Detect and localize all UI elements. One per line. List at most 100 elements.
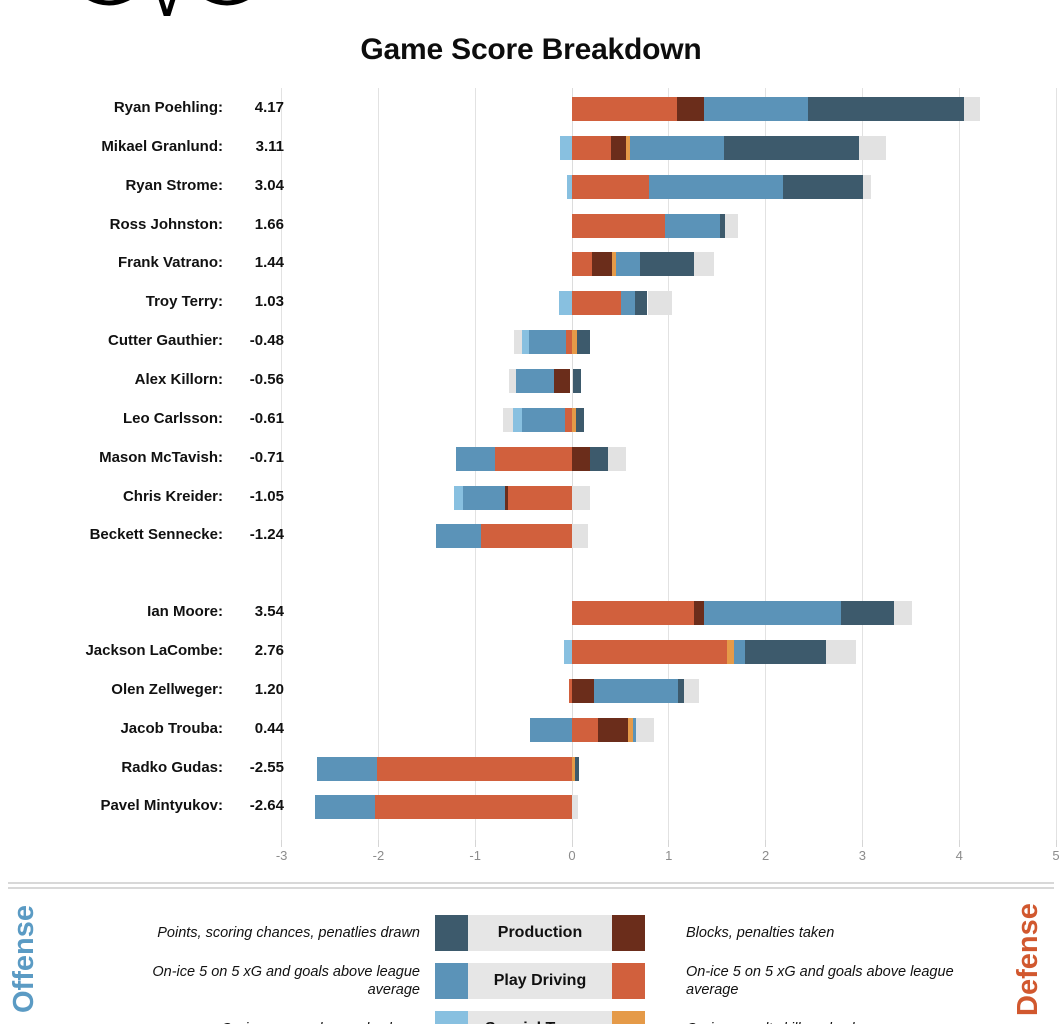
bar-segment xyxy=(494,446,572,471)
player-game-score: -2.55 xyxy=(249,758,284,776)
legend-defense-swatch xyxy=(612,963,645,999)
bar-segment xyxy=(572,446,591,471)
bar-segment xyxy=(565,407,572,432)
tick-label: 5 xyxy=(1052,848,1060,863)
player-game-score: 4.17 xyxy=(254,99,284,116)
player-row: Olen Zellweger: 1.20 xyxy=(0,670,1062,709)
gridline-5 xyxy=(1055,88,1057,840)
player-name: Cutter Gauthier: xyxy=(107,332,223,350)
bar-segment xyxy=(572,368,581,393)
bar-segment xyxy=(724,213,739,238)
bar-segment xyxy=(894,601,912,626)
bar-segment xyxy=(553,368,571,393)
bar-segment xyxy=(566,330,572,355)
bar-segment xyxy=(375,795,572,820)
bar-segment xyxy=(783,174,864,199)
legend-defense-description: Blocks, penalties taken xyxy=(686,924,835,941)
player-game-score: -0.48 xyxy=(249,332,284,350)
matchup-versus-mark xyxy=(158,0,176,16)
player-game-score: -0.61 xyxy=(249,409,284,427)
bar-segment xyxy=(693,252,715,277)
legend-offense-description: On-ice power play goals above xyxy=(120,1005,420,1024)
page-title: Game Score Breakdown xyxy=(360,33,702,66)
legend-offense-description: On-ice 5 on 5 xG and goals above league … xyxy=(152,963,420,998)
bar-segment xyxy=(569,678,572,703)
bar-segment xyxy=(505,485,509,510)
bar-segment xyxy=(462,485,506,510)
bar-segment xyxy=(564,640,572,665)
bar-segment xyxy=(572,640,727,665)
bar-segment xyxy=(628,717,633,742)
bar-segment xyxy=(610,135,627,160)
gridline-1 xyxy=(668,88,670,840)
bar-segment xyxy=(515,368,554,393)
bar-segment xyxy=(513,330,522,355)
bar-segment xyxy=(859,135,886,160)
player-row: Ryan Strome: 3.04 xyxy=(0,166,1062,205)
tick-label: 4 xyxy=(955,848,963,863)
player-row: Pavel Mintyukov: -2.64 xyxy=(0,786,1062,825)
bar-segment xyxy=(634,291,648,316)
bar-segment xyxy=(632,717,636,742)
player-name: Ian Moore: xyxy=(147,603,223,621)
bar-segment xyxy=(726,640,734,665)
player-game-score: -2.64 xyxy=(249,797,284,815)
bar-segment xyxy=(508,485,572,510)
stacked-bar xyxy=(0,205,1062,244)
tick-label: 2 xyxy=(761,848,770,863)
bar-segment xyxy=(720,213,725,238)
player-name: Frank Vatrano: xyxy=(117,254,223,272)
player-game-score: 1.66 xyxy=(254,215,284,233)
bar-segment xyxy=(512,407,522,432)
stacked-bar xyxy=(0,477,1062,516)
player-name: Mason McTavish: xyxy=(99,448,223,466)
legend-defense-description: On-ice 5 on 5 xG and goals above league … xyxy=(686,963,954,998)
bar-segment xyxy=(455,446,495,471)
stacked-bar xyxy=(0,631,1062,670)
bar-segment xyxy=(574,756,579,781)
chart-plot-area: Ryan Poehling: 4.17 Mikael Granlund: 3.11 Ry… xyxy=(0,88,1062,878)
player-name: Ross Johnston: xyxy=(109,215,223,233)
bar-segment xyxy=(863,174,872,199)
bar-segment xyxy=(559,291,572,316)
bar-segment xyxy=(676,97,704,121)
tick-mark xyxy=(861,840,863,847)
player-row: Ryan Poehling: 4.17 xyxy=(0,88,1062,127)
bar-segment xyxy=(576,330,591,355)
bar-segment xyxy=(572,756,575,781)
bar-segment xyxy=(503,407,513,432)
legend-category-label: Special Teams xyxy=(485,1020,595,1024)
player-game-score: 1.20 xyxy=(254,680,284,698)
bar-segment xyxy=(572,213,665,238)
bar-segment xyxy=(530,717,572,742)
legend-offense-swatch xyxy=(435,1011,468,1024)
tick-mark xyxy=(281,840,283,847)
tick-label: 0 xyxy=(568,848,576,863)
player-name: Olen Zellweger: xyxy=(111,680,223,698)
bar-segment xyxy=(825,640,856,665)
player-row: Troy Terry: 1.03 xyxy=(0,282,1062,321)
bar-segment xyxy=(317,756,378,781)
tick-label: -1 xyxy=(469,848,481,863)
player-row: Leo Carlsson: -0.61 xyxy=(0,399,1062,438)
player-row: Chris Kreider: -1.05 xyxy=(0,477,1062,516)
bar-segment xyxy=(572,407,576,432)
bar-segment xyxy=(377,756,572,781)
legend-defense-swatch xyxy=(612,1011,645,1024)
bar-segment xyxy=(521,407,566,432)
player-name: Mikael Granlund: xyxy=(101,137,223,155)
stacked-bar xyxy=(0,282,1062,321)
bar-segment xyxy=(572,678,595,703)
bar-segment xyxy=(481,524,572,549)
legend-row: On-ice power play goals above Special Tea… xyxy=(0,1005,1062,1024)
bar-segment xyxy=(647,291,672,316)
bar-segment xyxy=(621,291,635,316)
team-logos-strip xyxy=(0,0,1062,16)
bar-segment xyxy=(723,135,860,160)
gridline-3 xyxy=(861,88,863,840)
legend-offense-swatch xyxy=(435,915,468,951)
stacked-bar xyxy=(0,515,1062,554)
bar-segment xyxy=(693,601,704,626)
tick-mark xyxy=(571,840,573,847)
bar-segment xyxy=(560,135,572,160)
